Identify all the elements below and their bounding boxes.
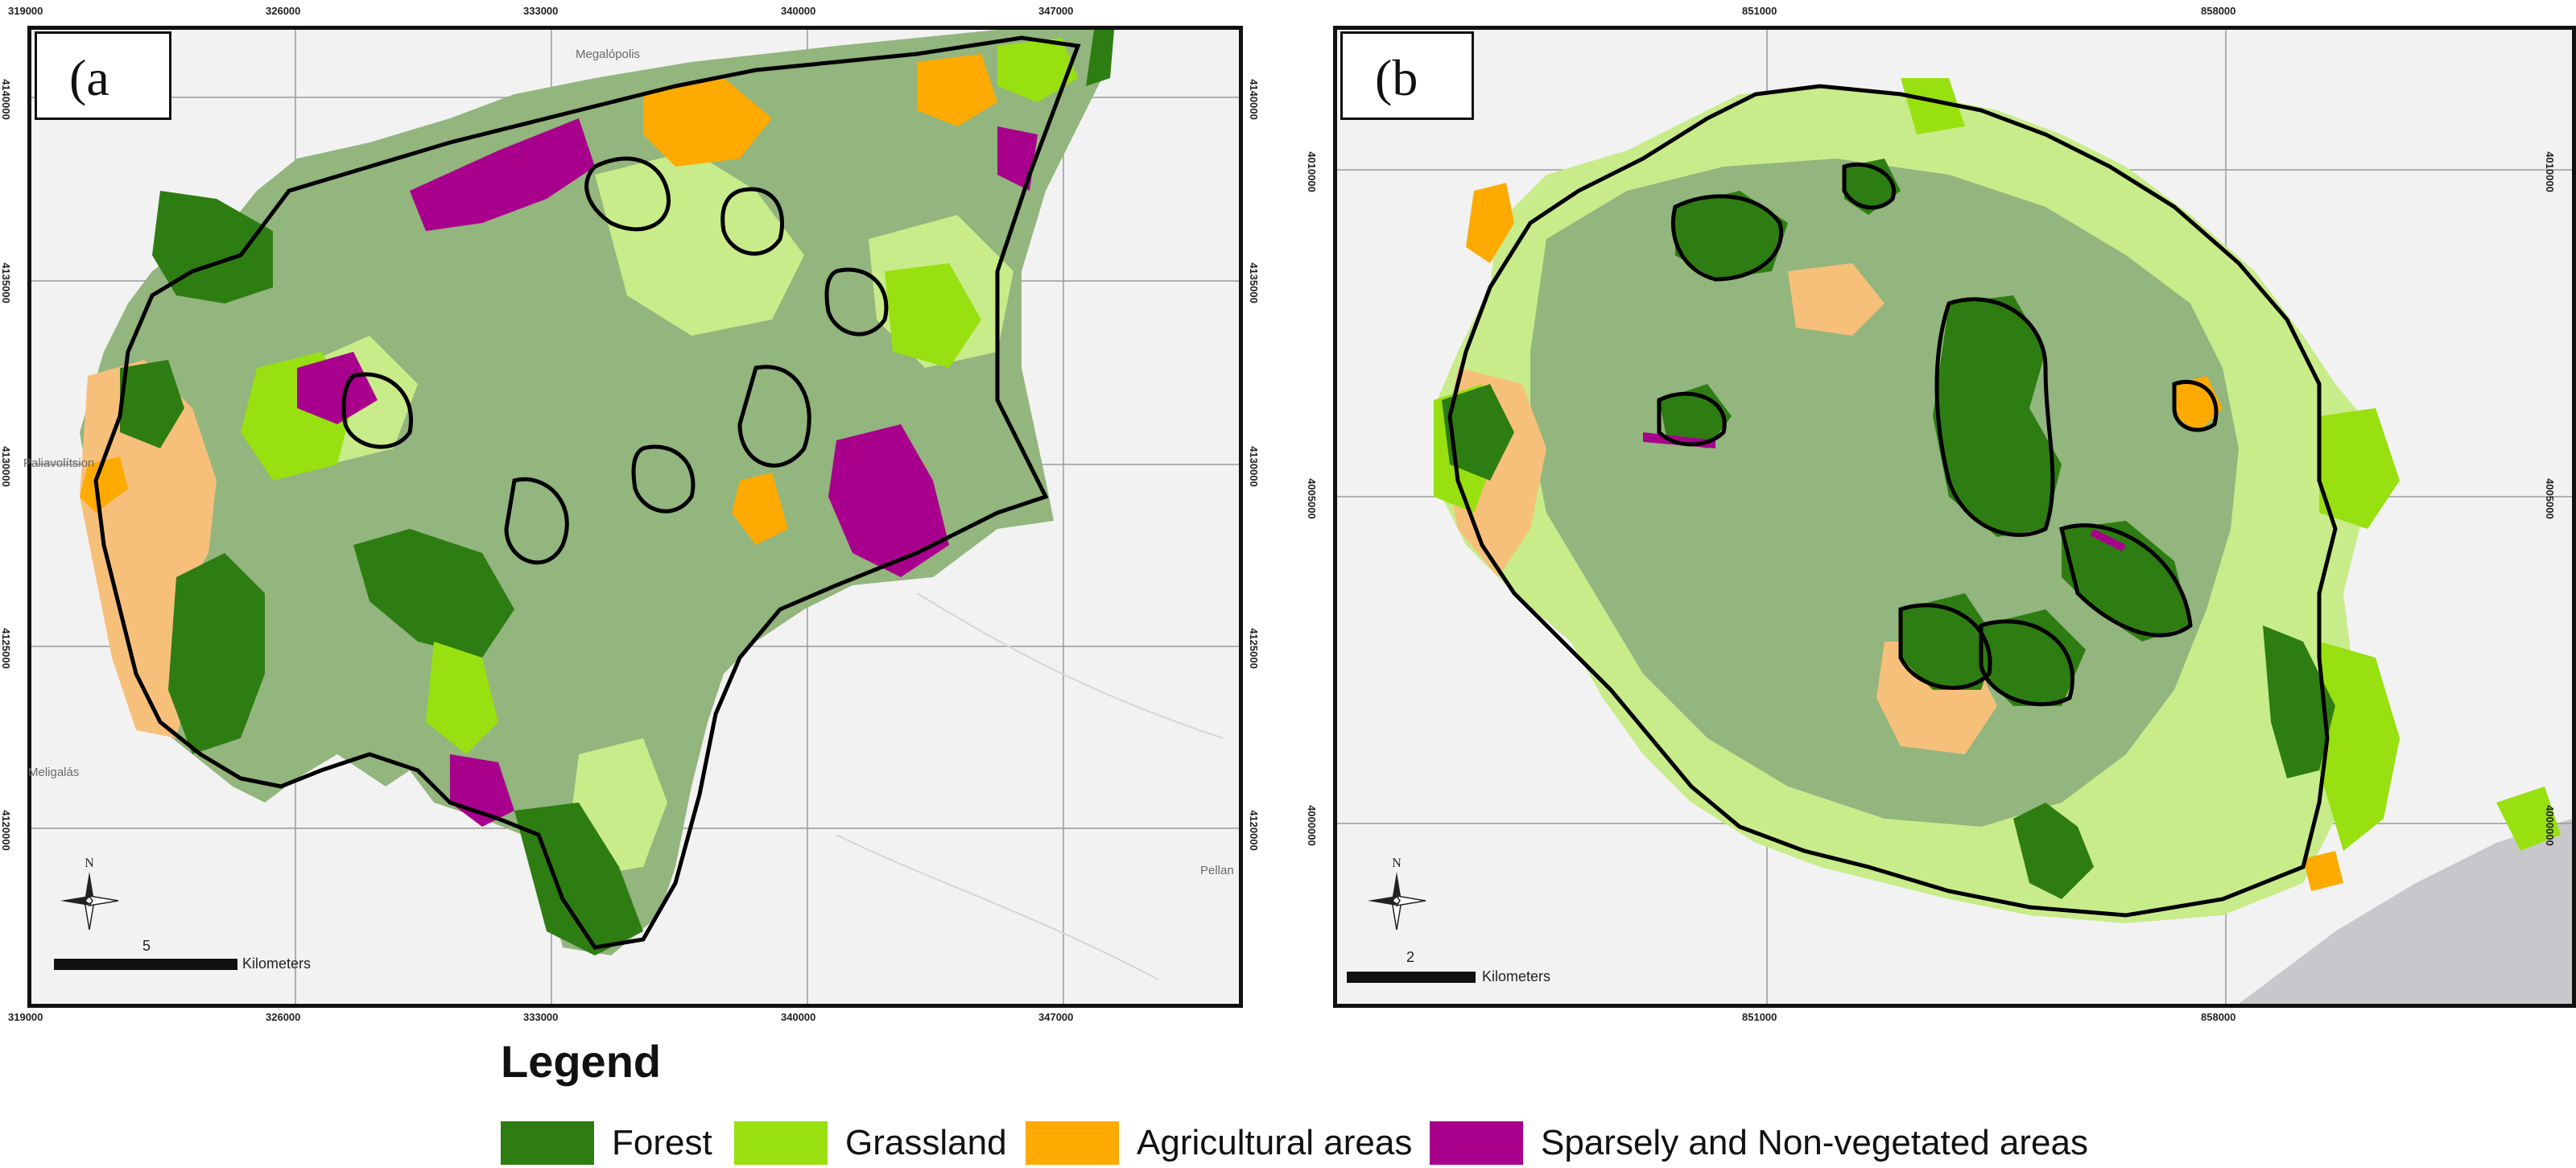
b-tick-left-3: 4000000: [1305, 805, 1318, 846]
north-label: N: [85, 856, 94, 870]
a-tick-top-5: 347000: [1038, 5, 1074, 17]
a-tick-left-4: 4125000: [0, 628, 12, 669]
scale-a-number: 5: [142, 938, 151, 954]
north-label-b: N: [1392, 856, 1402, 870]
legend-item-sparse: Sparsely and Non-vegetated areas: [1430, 1121, 2088, 1166]
map-a-landcover: [80, 30, 1114, 955]
legend-item-forest: Forest: [501, 1121, 712, 1166]
agricultural-swatch: [1026, 1121, 1119, 1165]
a-tick-bottom-3: 333000: [523, 1011, 559, 1023]
place-paliavolitsion: Paliavolítsion: [23, 456, 95, 470]
map-b-canvas: [1337, 30, 2572, 1004]
b-tick-bottom-1: 851000: [1742, 1011, 1777, 1023]
north-arrow-icon: N: [60, 856, 119, 931]
b-tick-right-2: 4005000: [2543, 478, 2556, 519]
legend-label-forest: Forest: [612, 1123, 712, 1162]
map-b-landcover: [1434, 78, 2561, 923]
legend-title: Legend: [501, 1036, 662, 1087]
a-tick-bottom-4: 340000: [781, 1011, 816, 1023]
forest-swatch: [501, 1121, 594, 1165]
a-tick-right-3: 4130000: [1247, 446, 1260, 487]
legend-item-grassland: Grassland: [734, 1121, 1007, 1166]
map-a-boundaries: [93, 35, 1081, 950]
map-panel-b: (b N 2 Kilometers: [1333, 26, 2576, 1008]
a-tick-left-1: 4140000: [0, 79, 12, 120]
a-tick-bottom-5: 347000: [1038, 1011, 1074, 1023]
place-megalopolis: Megalópolis: [576, 47, 641, 61]
a-tick-right-5: 4120000: [1247, 810, 1260, 851]
panel-b-label: (b: [1340, 31, 1474, 120]
a-tick-bottom-1: 319000: [8, 1011, 43, 1023]
b-tick-right-1: 4010000: [2543, 151, 2556, 192]
map-a-canvas: [31, 30, 1239, 1004]
a-tick-bottom-2: 326000: [266, 1011, 301, 1023]
legend-label-agricultural: Agricultural areas: [1137, 1123, 1413, 1162]
scale-b-number: 2: [1406, 949, 1415, 965]
scale-a-unit: Kilometers: [242, 955, 312, 972]
map-panel-a: (a Megalópolis Paliavolítsion Meligalás …: [23, 26, 1243, 1008]
a-tick-left-2: 4135000: [0, 262, 12, 303]
a-tick-top-1: 319000: [8, 5, 43, 17]
scale-b-unit: Kilometers: [1482, 968, 1551, 984]
a-tick-right-1: 4140000: [1247, 79, 1260, 120]
b-tick-bottom-2: 858000: [2201, 1011, 2236, 1023]
scale-bar-b: [1347, 972, 1476, 983]
sea-area: [2239, 819, 2572, 1004]
b-tick-top-2: 858000: [2201, 5, 2236, 17]
b-tick-left-2: 4005000: [1305, 478, 1318, 519]
legend-label-sparse: Sparsely and Non-vegetated areas: [1541, 1123, 2088, 1162]
place-meligalas: Meligalás: [28, 766, 80, 779]
a-tick-right-2: 4135000: [1247, 262, 1260, 303]
a-tick-top-3: 333000: [523, 5, 559, 17]
a-tick-right-4: 4125000: [1247, 628, 1260, 669]
north-arrow-icon: N: [1368, 856, 1426, 931]
a-tick-left-5: 4120000: [0, 810, 12, 851]
legend-label-grassland: Grassland: [845, 1123, 1007, 1162]
b-tick-left-1: 4010000: [1305, 151, 1318, 192]
a-tick-left-3: 4130000: [0, 446, 12, 487]
grassland-swatch: [734, 1121, 828, 1165]
b-tick-top-1: 851000: [1742, 5, 1777, 17]
sparse-swatch: [1430, 1121, 1523, 1165]
panel-a-label: (a: [35, 31, 171, 120]
scale-bar-a: [54, 959, 237, 970]
place-pellan: Pellan: [1200, 864, 1234, 877]
a-tick-top-2: 326000: [266, 5, 301, 17]
a-tick-top-4: 340000: [781, 5, 816, 17]
map-b-boundaries: [1447, 84, 2338, 918]
legend-item-agricultural: Agricultural areas: [1026, 1121, 1412, 1166]
b-tick-right-3: 4000000: [2543, 805, 2556, 846]
